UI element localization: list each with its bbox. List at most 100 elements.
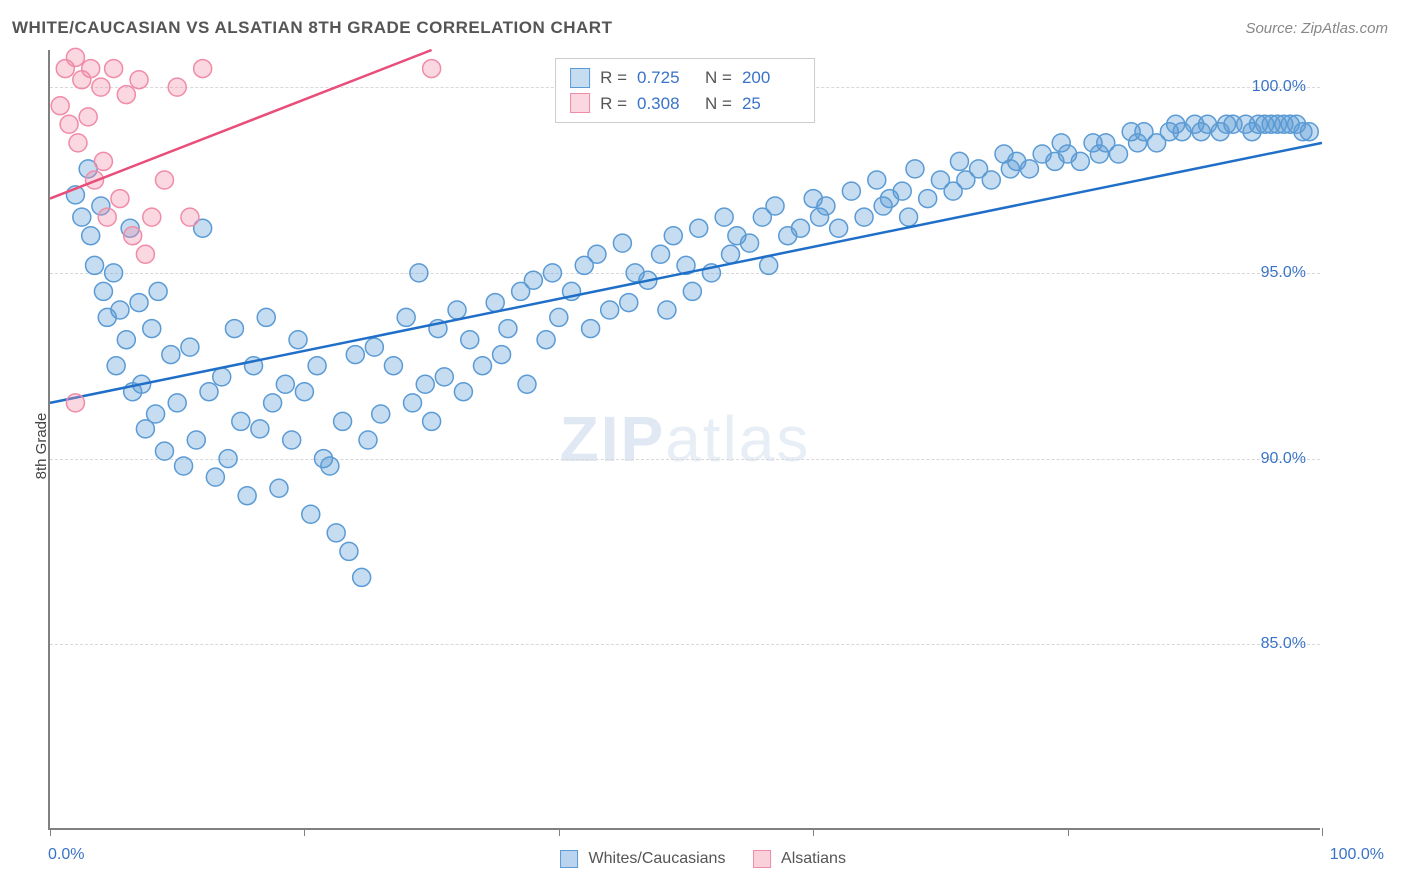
x-tick-label-min: 0.0% xyxy=(48,846,84,864)
scatter-point xyxy=(791,219,809,237)
scatter-point xyxy=(251,420,269,438)
scatter-point xyxy=(353,568,371,586)
scatter-point xyxy=(308,357,326,375)
scatter-point xyxy=(334,412,352,430)
scatter-point xyxy=(372,405,390,423)
scatter-point xyxy=(1109,145,1127,163)
plot-area: ZIPatlas R = 0.725 N = 200 R = 0.308 N =… xyxy=(48,50,1320,830)
scatter-point xyxy=(66,48,84,66)
scatter-point xyxy=(741,234,759,252)
scatter-point xyxy=(130,71,148,89)
scatter-point xyxy=(435,368,453,386)
scatter-point xyxy=(168,394,186,412)
scatter-point xyxy=(73,208,91,226)
scatter-point xyxy=(550,308,568,326)
scatter-point xyxy=(760,256,778,274)
scatter-point xyxy=(187,431,205,449)
scatter-svg xyxy=(50,50,1320,828)
scatter-point xyxy=(276,375,294,393)
scatter-point xyxy=(79,108,97,126)
scatter-point xyxy=(817,197,835,215)
scatter-point xyxy=(270,479,288,497)
scatter-point xyxy=(410,264,428,282)
stats-swatch-1 xyxy=(570,68,590,88)
series-legend: Whites/Caucasians Alsatians xyxy=(560,850,846,868)
scatter-point xyxy=(690,219,708,237)
x-tick-mark xyxy=(1322,828,1323,836)
scatter-point xyxy=(722,245,740,263)
scatter-point xyxy=(111,301,129,319)
x-tick-mark xyxy=(559,828,560,836)
scatter-point xyxy=(257,308,275,326)
scatter-point xyxy=(155,442,173,460)
scatter-point xyxy=(60,115,78,133)
scatter-point xyxy=(384,357,402,375)
scatter-point xyxy=(66,394,84,412)
scatter-point xyxy=(397,308,415,326)
scatter-point xyxy=(86,256,104,274)
scatter-point xyxy=(766,197,784,215)
scatter-point xyxy=(486,294,504,312)
scatter-point xyxy=(213,368,231,386)
scatter-point xyxy=(130,294,148,312)
chart-container: WHITE/CAUCASIAN VS ALSATIAN 8TH GRADE CO… xyxy=(0,0,1406,892)
y-tick-label: 95.0% xyxy=(1261,264,1306,282)
scatter-point xyxy=(620,294,638,312)
scatter-point xyxy=(982,171,1000,189)
scatter-point xyxy=(283,431,301,449)
legend-item-1: Whites/Caucasians xyxy=(560,850,725,868)
scatter-point xyxy=(950,152,968,170)
scatter-point xyxy=(588,245,606,263)
scatter-point xyxy=(359,431,377,449)
scatter-point xyxy=(346,346,364,364)
scatter-point xyxy=(147,405,165,423)
scatter-point xyxy=(842,182,860,200)
scatter-point xyxy=(321,457,339,475)
scatter-point xyxy=(302,505,320,523)
scatter-point xyxy=(404,394,422,412)
source-attribution: Source: ZipAtlas.com xyxy=(1245,20,1388,37)
scatter-point xyxy=(900,208,918,226)
scatter-point xyxy=(1020,160,1038,178)
trend-line xyxy=(50,143,1322,403)
scatter-point xyxy=(264,394,282,412)
scatter-point xyxy=(225,320,243,338)
scatter-point xyxy=(582,320,600,338)
scatter-point xyxy=(98,208,116,226)
scatter-point xyxy=(149,282,167,300)
scatter-point xyxy=(289,331,307,349)
stats-row-1: R = 0.725 N = 200 xyxy=(570,65,800,91)
scatter-point xyxy=(219,450,237,468)
scatter-point xyxy=(200,383,218,401)
scatter-point xyxy=(423,60,441,78)
scatter-point xyxy=(906,160,924,178)
scatter-point xyxy=(715,208,733,226)
scatter-point xyxy=(683,282,701,300)
scatter-point xyxy=(175,457,193,475)
scatter-point xyxy=(117,86,135,104)
scatter-point xyxy=(94,282,112,300)
scatter-point xyxy=(327,524,345,542)
scatter-point xyxy=(295,383,313,401)
scatter-point xyxy=(136,245,154,263)
x-tick-label-max: 100.0% xyxy=(1330,846,1384,864)
stats-legend: R = 0.725 N = 200 R = 0.308 N = 25 xyxy=(555,58,815,123)
scatter-point xyxy=(181,208,199,226)
scatter-point xyxy=(82,227,100,245)
scatter-point xyxy=(830,219,848,237)
scatter-point xyxy=(448,301,466,319)
scatter-point xyxy=(117,331,135,349)
scatter-point xyxy=(232,412,250,430)
scatter-point xyxy=(423,412,441,430)
scatter-point xyxy=(143,208,161,226)
scatter-point xyxy=(473,357,491,375)
legend-swatch-1 xyxy=(560,850,578,868)
scatter-point xyxy=(454,383,472,401)
scatter-point xyxy=(69,134,87,152)
y-tick-label: 100.0% xyxy=(1252,78,1306,96)
scatter-point xyxy=(461,331,479,349)
scatter-point xyxy=(601,301,619,319)
scatter-point xyxy=(238,487,256,505)
scatter-point xyxy=(340,542,358,560)
scatter-point xyxy=(105,264,123,282)
